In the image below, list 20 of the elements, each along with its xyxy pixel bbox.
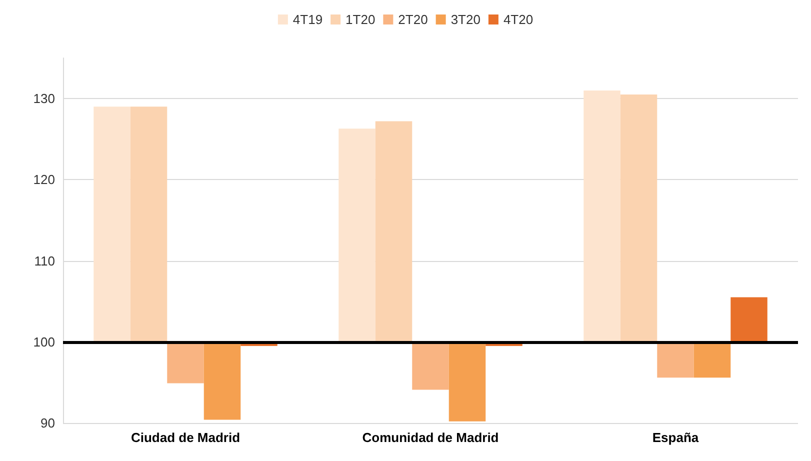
bar — [730, 297, 768, 342]
x-tick-label: Ciudad de Madrid — [130, 430, 240, 445]
bar — [130, 106, 168, 342]
legend-label: 4T20 — [503, 12, 534, 27]
y-tick-label: 110 — [34, 253, 55, 268]
legend-label: 1T20 — [346, 12, 376, 27]
y-tick-label: 130 — [33, 91, 55, 106]
bar — [620, 94, 658, 342]
legend-label: 2T20 — [398, 12, 428, 27]
x-tick-label: España — [652, 430, 700, 445]
bar — [338, 128, 376, 342]
y-tick-label: 100 — [33, 334, 55, 350]
y-tick-label: 90 — [40, 416, 55, 430]
bar — [375, 121, 412, 342]
bar — [584, 90, 620, 342]
x-tick-label: Comunidad de Madrid — [362, 430, 499, 445]
legend-label: 4T19 — [292, 12, 323, 27]
y-tick-label: 120 — [33, 172, 55, 188]
legend-label: 3T20 — [450, 12, 480, 27]
bar — [94, 106, 130, 342]
